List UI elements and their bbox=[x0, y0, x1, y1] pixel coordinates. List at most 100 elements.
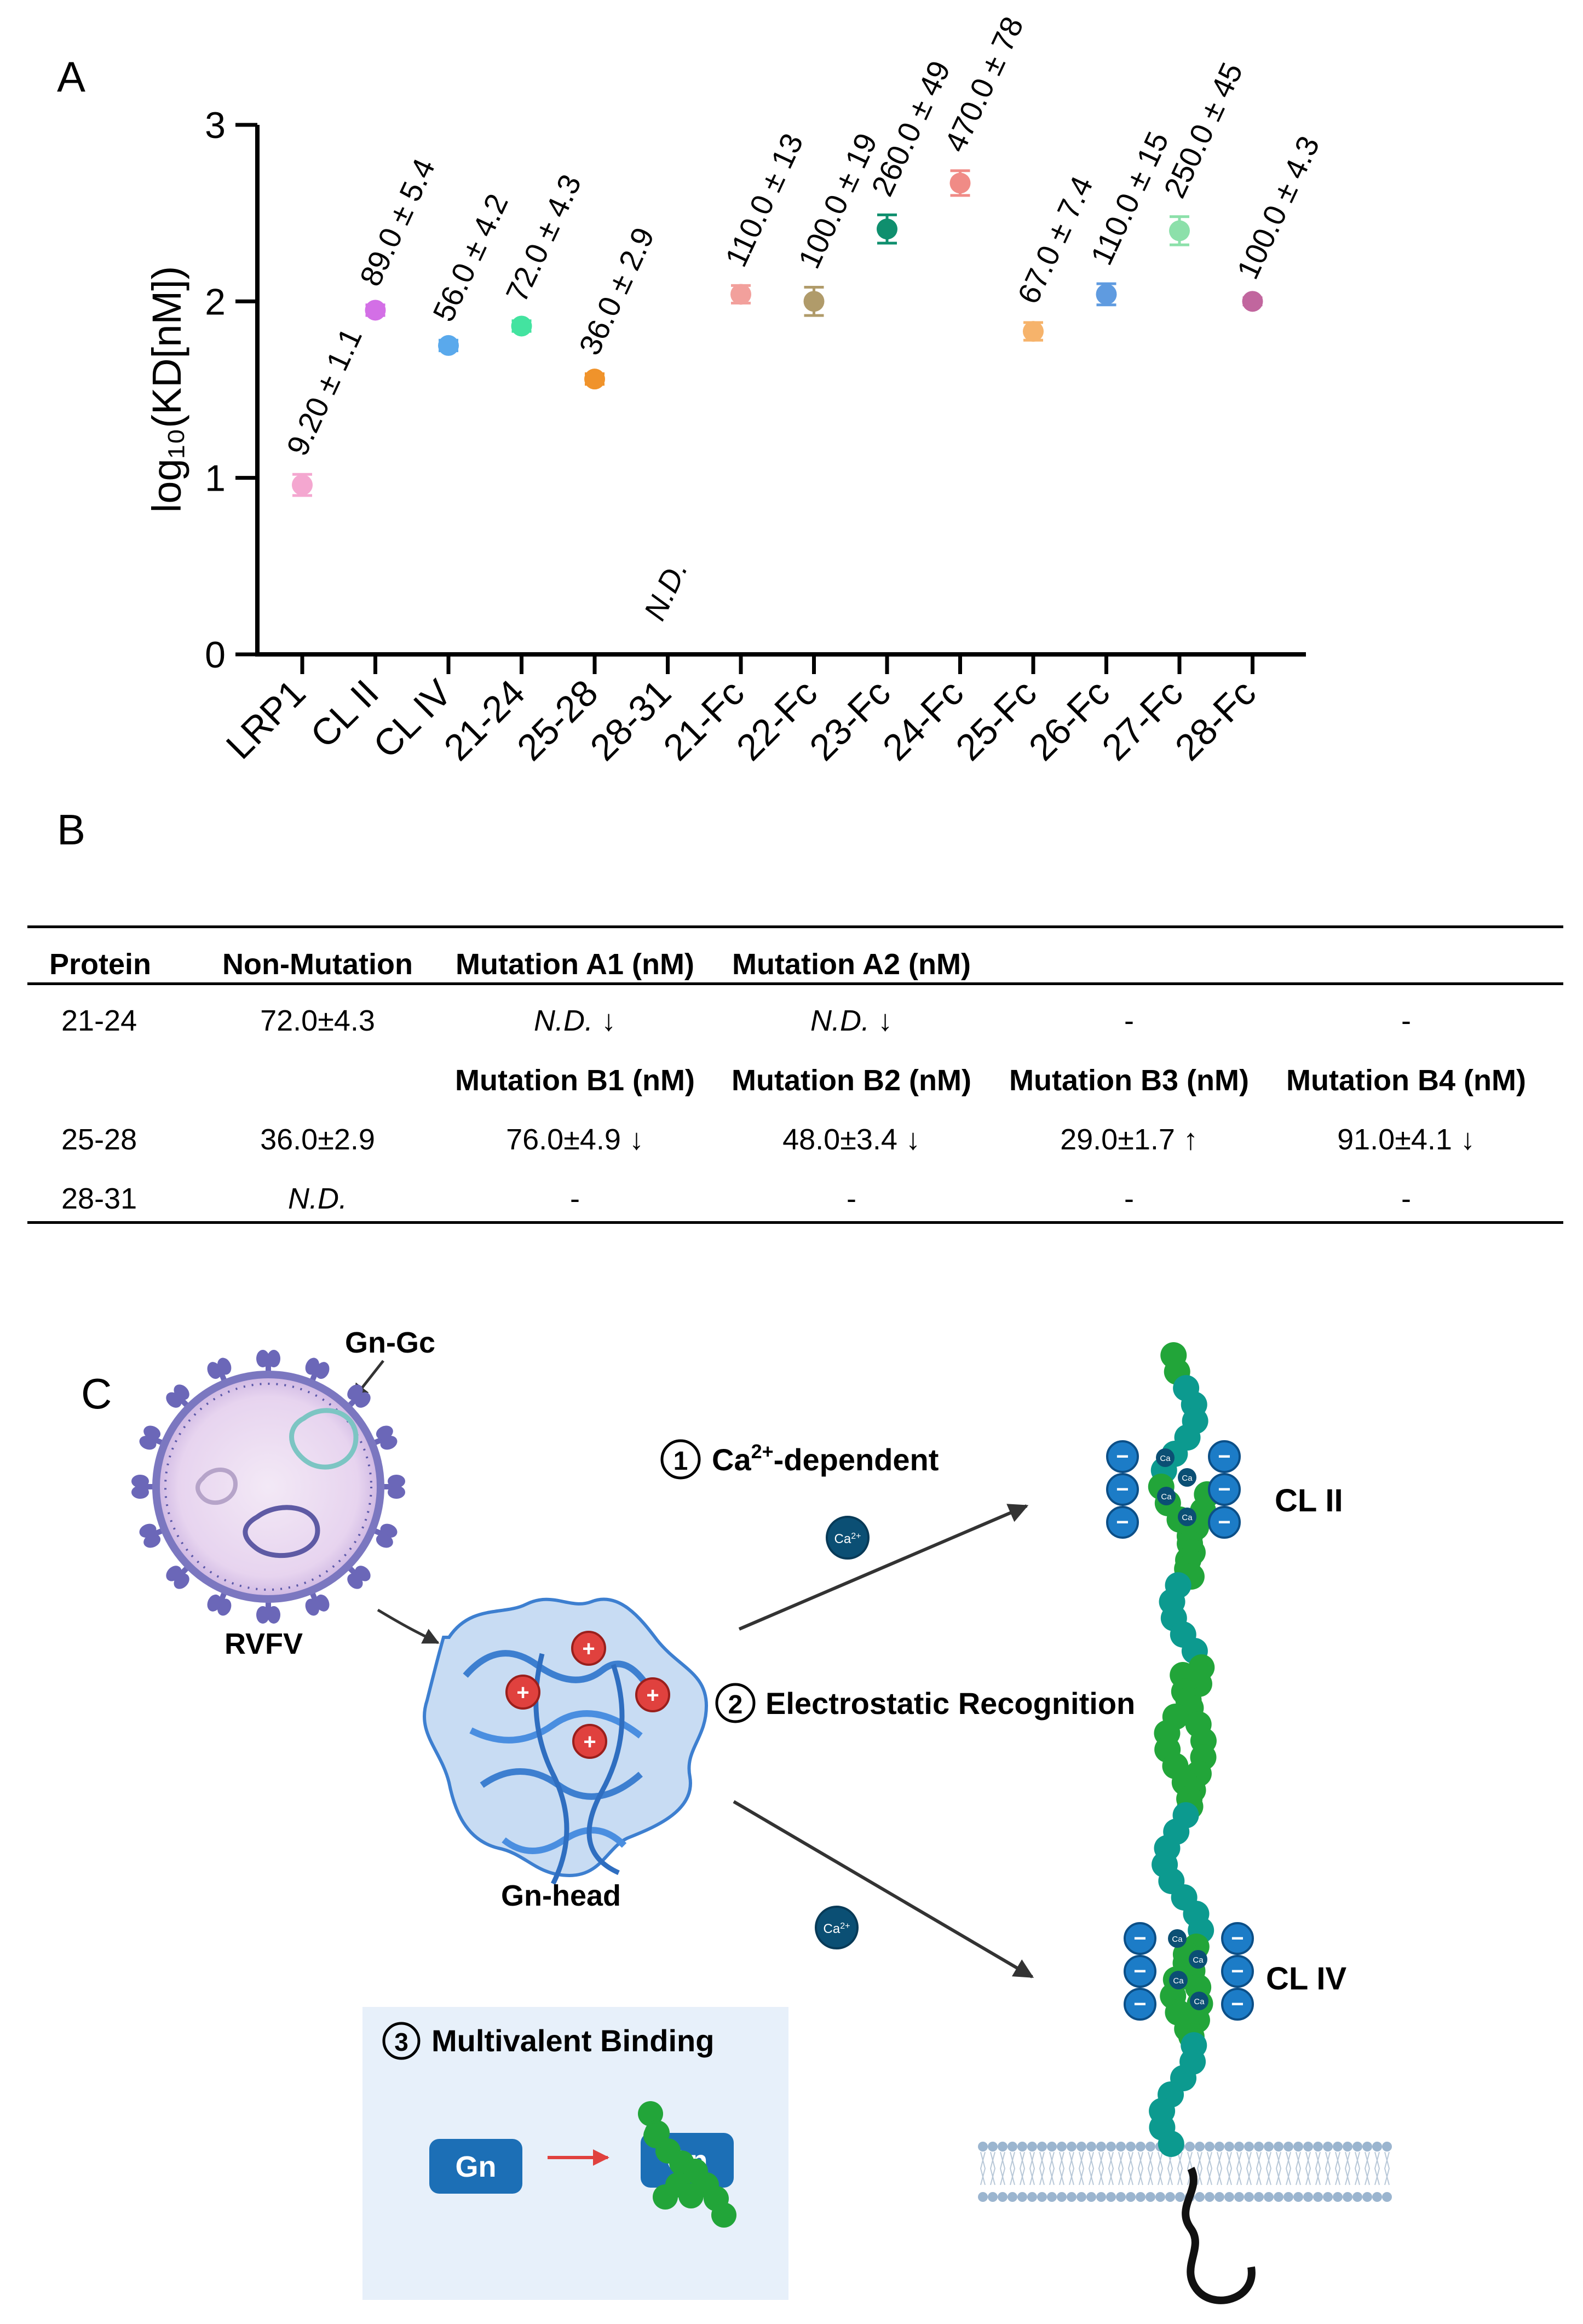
lipid-head bbox=[1283, 2142, 1293, 2152]
data-point bbox=[877, 218, 897, 240]
lipid-tail bbox=[1078, 2152, 1085, 2185]
lipid-head bbox=[1244, 2142, 1254, 2152]
cell-b3-21-24: - bbox=[1124, 1004, 1134, 1037]
mini-lrp1-chain bbox=[638, 2101, 736, 2228]
x-tick-label: 25-Fc bbox=[948, 672, 1045, 769]
x-tick-label: 26-Fc bbox=[1021, 672, 1118, 769]
step3-number-circle bbox=[382, 2022, 421, 2060]
data-label: 36.0 ± 2.9 bbox=[572, 222, 661, 360]
lipid-tail bbox=[999, 2152, 1006, 2185]
lrp1-bead bbox=[678, 2183, 704, 2208]
chart-axes bbox=[255, 125, 1306, 657]
cell-nonmut-21-24: 72.0±4.3 bbox=[260, 1004, 375, 1037]
lipid-tail bbox=[1019, 2152, 1026, 2185]
negative-charge-icon bbox=[1106, 1440, 1139, 1473]
data-label: 9.20 ± 1.1 bbox=[280, 323, 369, 461]
lipid-head bbox=[1116, 2142, 1126, 2152]
data-label: 250.0 ± 45 bbox=[1157, 57, 1250, 203]
step1-number: 1 bbox=[674, 1447, 688, 1476]
lipid-tail bbox=[1364, 2152, 1371, 2185]
data-point bbox=[803, 291, 825, 312]
lipid-head bbox=[1205, 2192, 1214, 2202]
step3-label: Multivalent Binding bbox=[431, 2023, 714, 2058]
lipid-head bbox=[1303, 2142, 1313, 2152]
cell-b1-25-28: 76.0±4.9 ↓ bbox=[506, 1123, 644, 1156]
lipid-head bbox=[1126, 2192, 1136, 2202]
minus-sign: − bbox=[1133, 1926, 1146, 1951]
lipid-tail bbox=[980, 2152, 986, 2185]
lipid-tail bbox=[1118, 2152, 1124, 2185]
lipid-head bbox=[1096, 2192, 1106, 2202]
lipid-head bbox=[1145, 2192, 1155, 2202]
lipid-tail bbox=[1344, 2152, 1351, 2185]
lipid-head bbox=[1293, 2142, 1303, 2152]
lipid-tail bbox=[1196, 2152, 1203, 2185]
lipid-tail bbox=[1226, 2152, 1233, 2185]
lipid-head bbox=[1116, 2192, 1126, 2202]
data-label: 470.0 ± 78 bbox=[937, 11, 1030, 157]
ca-ion-icon bbox=[1178, 1508, 1196, 1526]
panel-a-letter: A bbox=[57, 53, 86, 101]
step1-number-circle bbox=[660, 1439, 701, 1480]
lipid-head bbox=[1362, 2142, 1372, 2152]
lipid-head bbox=[1195, 2192, 1205, 2202]
lipid-tail bbox=[1029, 2152, 1035, 2185]
lipid-head bbox=[1234, 2192, 1244, 2202]
ca-ion-label: Ca bbox=[1172, 1935, 1183, 1944]
lipid-head bbox=[1352, 2192, 1362, 2202]
x-tick-label: 25-28 bbox=[509, 672, 606, 769]
lipid-head bbox=[1214, 2192, 1224, 2202]
data-label: 56.0 ± 4.2 bbox=[426, 188, 515, 326]
x-tick-label: 28-Fc bbox=[1167, 672, 1264, 769]
cell-b3-28-31: - bbox=[1124, 1182, 1134, 1215]
lipid-tail bbox=[1049, 2152, 1055, 2185]
lipid-tail bbox=[1315, 2152, 1321, 2185]
data-label: 100.0 ± 4.3 bbox=[1230, 131, 1326, 284]
plus-sign: + bbox=[583, 1730, 596, 1754]
lipid-head bbox=[1037, 2192, 1047, 2202]
lipid-head bbox=[1086, 2142, 1096, 2152]
ca-ion-label: Ca bbox=[1161, 1492, 1172, 1502]
x-tick-label: LRP1 bbox=[218, 672, 314, 767]
lrp1-bead bbox=[643, 2123, 669, 2148]
minus-sign: − bbox=[1116, 1510, 1129, 1534]
minus-sign: − bbox=[1231, 1992, 1244, 2016]
lipid-head bbox=[1195, 2142, 1205, 2152]
ca-ion-icon bbox=[1178, 1468, 1196, 1487]
positive-charge-icon bbox=[572, 1724, 607, 1759]
cell-b1-28-31: - bbox=[570, 1182, 580, 1215]
y-tick-label: 3 bbox=[205, 105, 226, 146]
y-axis-label: log₁₀(KD[nM]) bbox=[144, 266, 189, 513]
lrp1-bead bbox=[638, 2101, 663, 2126]
cl2-negative-cluster: − − − − − − bbox=[1106, 1440, 1241, 1539]
step1-label: Ca2+-dependent bbox=[712, 1440, 939, 1477]
y-tick-label: 1 bbox=[205, 458, 226, 499]
lipid-head bbox=[1155, 2192, 1165, 2202]
lipid-head bbox=[1067, 2192, 1077, 2202]
negative-charge-icon bbox=[1106, 1506, 1139, 1539]
lipid-head bbox=[1205, 2142, 1214, 2152]
rna-segment-l bbox=[289, 1408, 359, 1470]
lipid-tail bbox=[1068, 2152, 1075, 2185]
lipid-tail bbox=[1157, 2152, 1164, 2185]
lipid-head bbox=[988, 2192, 998, 2202]
subheader-mutation-b2: Mutation B2 (nM) bbox=[732, 1064, 971, 1097]
lipid-tail bbox=[1147, 2152, 1154, 2185]
cell-b3-25-28: 29.0±1.7 ↑ bbox=[1060, 1123, 1198, 1156]
lipid-head bbox=[1313, 2142, 1323, 2152]
plus-sign: + bbox=[646, 1683, 659, 1707]
lipid-head bbox=[1313, 2192, 1323, 2202]
ca-ion-label: Ca bbox=[1160, 1454, 1171, 1463]
lipid-tail bbox=[1275, 2152, 1282, 2185]
arrow-to-cl4 bbox=[733, 1800, 1034, 1978]
data-point bbox=[438, 335, 459, 356]
data-label: 89.0 ± 5.4 bbox=[353, 153, 441, 291]
x-tick-label: 21-24 bbox=[436, 672, 533, 769]
negative-charge-icon bbox=[1221, 1922, 1254, 1955]
lipid-tail bbox=[1256, 2152, 1262, 2185]
lipid-head bbox=[1343, 2192, 1352, 2202]
data-point bbox=[949, 172, 971, 194]
positive-charge-icon bbox=[505, 1675, 540, 1710]
data-point bbox=[1169, 220, 1190, 241]
